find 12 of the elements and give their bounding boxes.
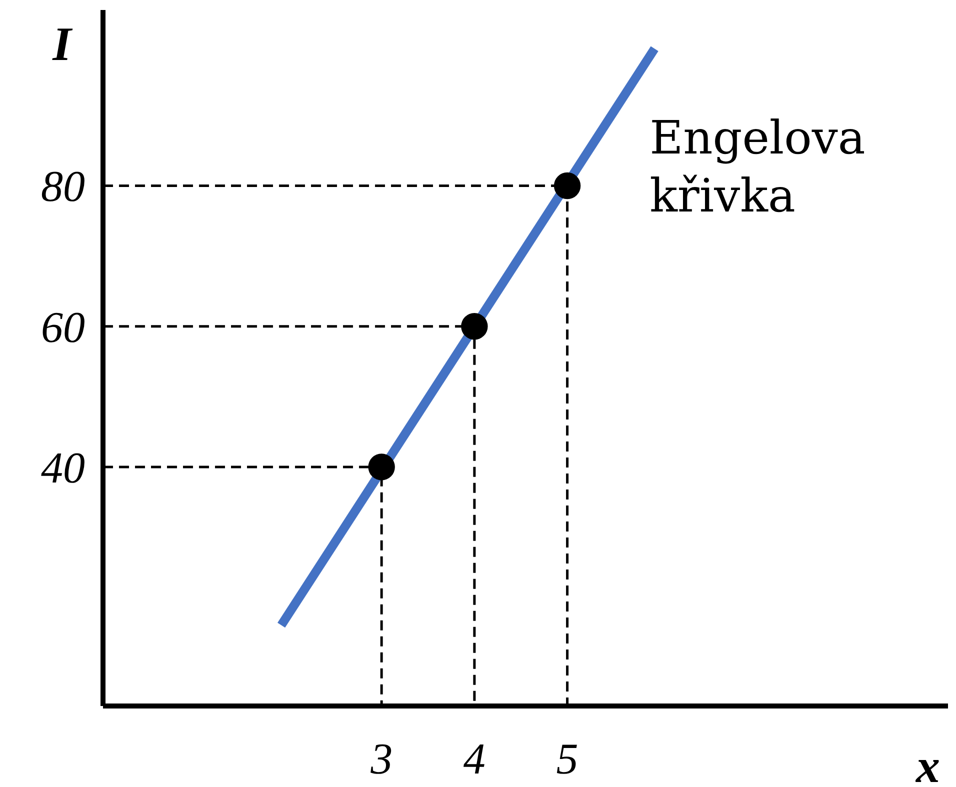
y-axis-title: I bbox=[52, 18, 74, 71]
point bbox=[554, 172, 581, 200]
x-tick-label: 4 bbox=[463, 734, 486, 784]
x-tick-label: 3 bbox=[370, 734, 393, 784]
series-label: Engelova křivka bbox=[650, 110, 866, 223]
x-tick-label: 5 bbox=[556, 734, 578, 784]
y-tick-label: 60 bbox=[41, 302, 85, 352]
point bbox=[461, 313, 488, 340]
point bbox=[368, 454, 395, 480]
y-tick-label: 80 bbox=[41, 162, 85, 212]
x-axis-title: x bbox=[915, 740, 940, 787]
y-tick-label: 40 bbox=[41, 443, 85, 492]
